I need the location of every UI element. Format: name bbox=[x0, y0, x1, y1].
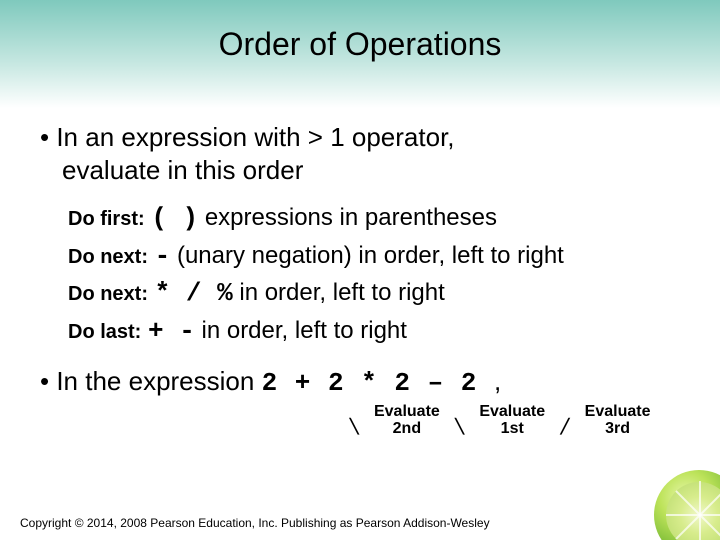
tick-icon: ╱ bbox=[559, 419, 571, 434]
tick-icon: ╲ bbox=[453, 419, 465, 434]
eval-2nd-a: Evaluate bbox=[374, 403, 440, 420]
bullet-intro: In an expression with > 1 operator, eval… bbox=[40, 121, 680, 186]
lime-icon bbox=[654, 470, 720, 540]
rule-next2-label: Do next: bbox=[68, 283, 148, 305]
bullet-example: In the expression 2 + 2 * 2 – 2 , bbox=[40, 365, 680, 401]
rule-last-text: in order, left to right bbox=[195, 317, 407, 344]
bullet-intro-line2: evaluate in this order bbox=[62, 155, 303, 185]
rule-next1-text: (unary negation) in order, left to right bbox=[170, 242, 564, 269]
tick-icon: ╲ bbox=[348, 419, 360, 434]
rule-last: Do last: + - in order, left to right bbox=[68, 313, 680, 351]
expression-comma: , bbox=[494, 366, 501, 396]
rule-last-symbols: + - bbox=[148, 316, 195, 346]
eval-1st-b: 1st bbox=[501, 420, 524, 437]
rule-next1-symbols: - bbox=[155, 241, 171, 271]
slide-title: Order of Operations bbox=[0, 0, 720, 63]
bullet-intro-line1: In an expression with > 1 operator, bbox=[56, 122, 454, 152]
rules-list: Do first: ( ) expressions in parentheses… bbox=[68, 200, 680, 351]
eval-3rd-b: 3rd bbox=[605, 420, 630, 437]
eval-3rd-a: Evaluate bbox=[585, 403, 651, 420]
rule-next2-text: in order, left to right bbox=[233, 279, 445, 306]
rule-first: Do first: ( ) expressions in parentheses bbox=[68, 200, 680, 238]
rule-next2-symbols: * / % bbox=[155, 278, 233, 308]
slide-content: In an expression with > 1 operator, eval… bbox=[0, 121, 720, 438]
copyright-footer: Copyright © 2014, 2008 Pearson Education… bbox=[20, 516, 700, 530]
eval-annotations: ╲ Evaluate 2nd ╲ Evaluate 1st ╱ Evaluate… bbox=[348, 403, 680, 438]
rule-next1-label: Do next: bbox=[68, 246, 148, 268]
rule-last-label: Do last: bbox=[68, 321, 141, 343]
rule-next1: Do next: - (unary negation) in order, le… bbox=[68, 238, 680, 276]
eval-3rd: Evaluate 3rd bbox=[576, 403, 660, 438]
rule-first-label: Do first: bbox=[68, 208, 145, 230]
eval-1st-a: Evaluate bbox=[479, 403, 545, 420]
eval-2nd-b: 2nd bbox=[393, 420, 421, 437]
rule-next2: Do next: * / % in order, left to right bbox=[68, 275, 680, 313]
rule-first-symbols: ( ) bbox=[151, 203, 198, 233]
eval-2nd: Evaluate 2nd bbox=[365, 403, 449, 438]
bullet-example-prefix: In the expression bbox=[56, 366, 261, 396]
rule-first-text: expressions in parentheses bbox=[198, 204, 497, 231]
expression-text: 2 + 2 * 2 – 2 bbox=[262, 368, 494, 398]
eval-1st: Evaluate 1st bbox=[470, 403, 554, 438]
